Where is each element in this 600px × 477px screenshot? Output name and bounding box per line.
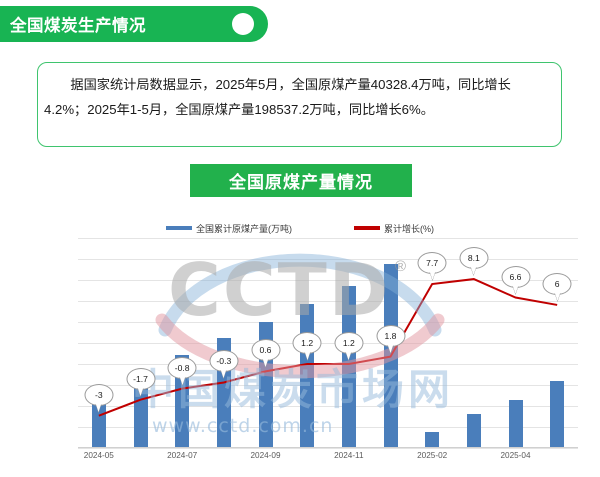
page-header-bar: 全国煤炭生产情况 xyxy=(0,6,268,42)
chart-bar xyxy=(550,381,565,448)
chart-bar xyxy=(425,432,440,448)
data-label-callout: 0.6 xyxy=(251,339,280,362)
legend-item-bar: 全国累计原煤产量(万吨) xyxy=(166,220,292,236)
data-label-callout: -0.8 xyxy=(167,356,197,379)
legend-label-bar: 全国累计原煤产量(万吨) xyxy=(196,223,292,234)
data-label-callout: -1.7 xyxy=(126,367,155,390)
chart-bar xyxy=(508,399,523,448)
x-axis-tick-label: 2024-05 xyxy=(83,451,114,460)
x-axis-tick-label: 2025-04 xyxy=(500,451,531,460)
data-label-callout: -3 xyxy=(84,383,114,406)
summary-panel: 据国家统计局数据显示，2025年5月，全国原煤产量40328.4万吨，同比增长4… xyxy=(37,62,562,147)
legend-label-line: 累计增长(%) xyxy=(384,223,434,234)
data-label-callout: 7.7 xyxy=(417,252,447,274)
chart-plot-area: 5400004900004400003900003400002900002400… xyxy=(78,238,578,460)
data-label-callout: -0.3 xyxy=(209,350,239,373)
gridline xyxy=(78,427,578,428)
legend-item-line: 累计增长(%) xyxy=(354,220,434,236)
chart-title: 全国原煤产量情况 xyxy=(229,173,373,192)
chart-bar xyxy=(466,414,481,448)
gridline xyxy=(78,301,578,302)
page-title: 全国煤炭生产情况 xyxy=(10,17,146,35)
x-axis-tick-label: 2024-07 xyxy=(167,451,198,460)
legend-swatch-bar-icon xyxy=(166,226,192,230)
x-axis-tick-label: 2024-09 xyxy=(250,451,281,460)
gridline xyxy=(78,448,578,449)
chart-title-banner: 全国原煤产量情况 xyxy=(190,164,412,197)
data-label-callout: 8.1 xyxy=(459,247,489,270)
x-axis-tick-label: 2025-02 xyxy=(417,451,448,460)
data-label-callout: 6.6 xyxy=(501,265,530,288)
gridline xyxy=(78,406,578,407)
circle-icon xyxy=(232,13,254,35)
x-axis-tick-label: 2024-11 xyxy=(334,451,364,460)
data-label-callout: 1.2 xyxy=(292,332,322,354)
gridline xyxy=(78,238,578,239)
gridline xyxy=(78,280,578,281)
data-label-callout: 1.8 xyxy=(376,324,405,347)
summary-text: 据国家统计局数据显示，2025年5月，全国原煤产量40328.4万吨，同比增长4… xyxy=(44,77,511,117)
data-label-callout: 6 xyxy=(542,272,572,295)
gridline xyxy=(78,385,578,386)
gridline xyxy=(78,259,578,260)
chart-x-axis-line xyxy=(78,447,578,448)
chart-container: 全国累计原煤产量(万吨) 累计增长(%) 5400004900004400003… xyxy=(0,210,600,477)
chart-legend: 全国累计原煤产量(万吨) 累计增长(%) xyxy=(0,220,600,236)
legend-swatch-line-icon xyxy=(354,226,380,230)
data-label-callout: 1.2 xyxy=(334,332,364,354)
